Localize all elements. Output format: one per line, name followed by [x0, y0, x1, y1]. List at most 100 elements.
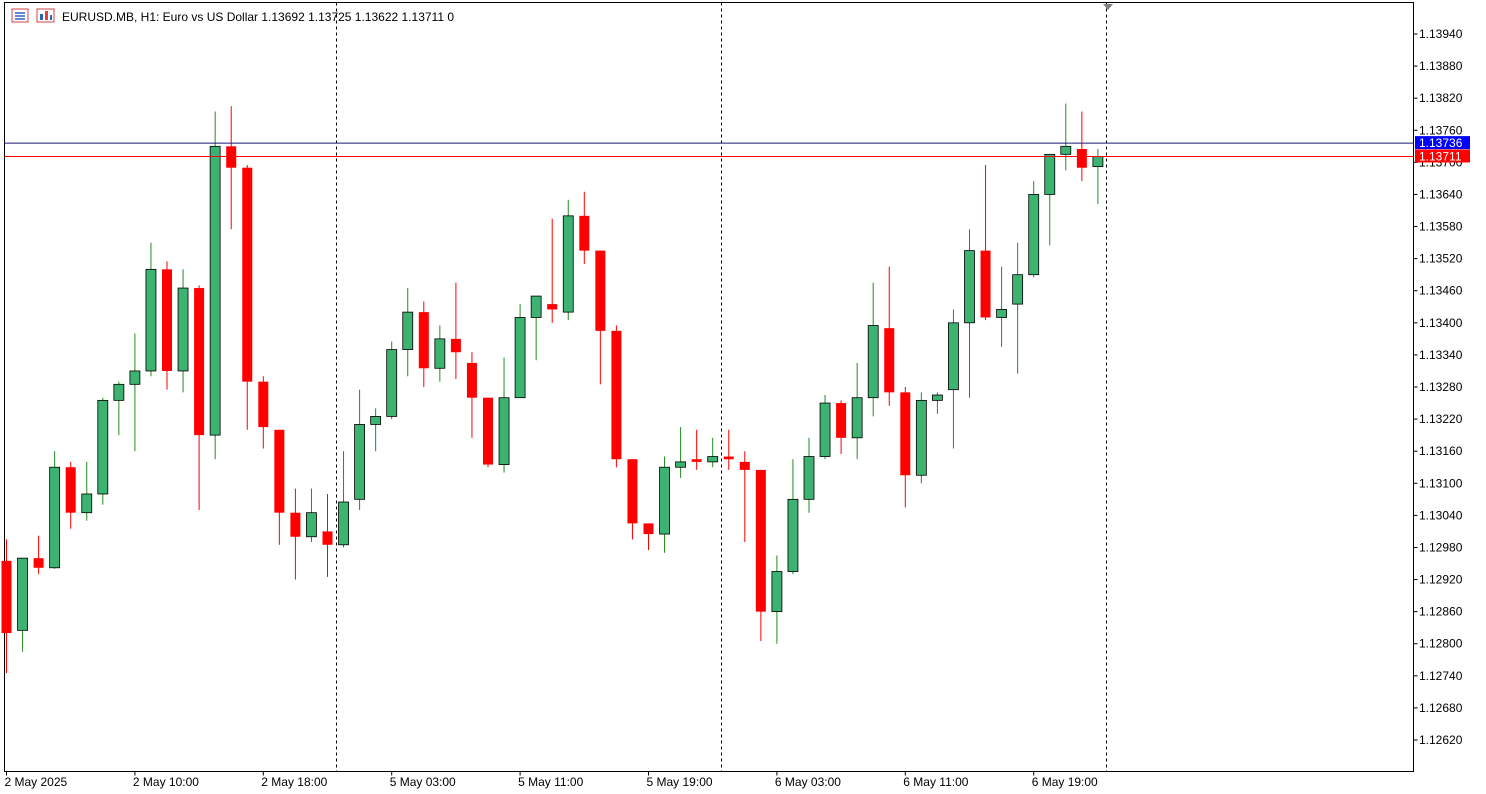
candle-body: [707, 456, 719, 463]
candle: [884, 266, 895, 406]
candle: [691, 429, 702, 470]
candle: [611, 325, 622, 468]
candle-body: [81, 493, 93, 514]
candle: [787, 459, 799, 575]
y-tick-label: 1.12680: [1419, 701, 1463, 715]
y-tick-label: 1.13280: [1419, 380, 1463, 394]
candle-body: [354, 424, 366, 500]
candle: [643, 523, 654, 551]
candle-body: [226, 146, 237, 168]
candle: [129, 333, 141, 452]
candle: [771, 555, 783, 644]
list-icon[interactable]: [11, 8, 29, 23]
candle: [932, 392, 943, 414]
candle: [1028, 181, 1040, 278]
candle: [996, 266, 1007, 347]
candle-body: [562, 215, 574, 313]
y-tick-label: 1.13520: [1419, 252, 1463, 266]
candle: [450, 282, 461, 379]
y-tick-label: 1.13040: [1419, 508, 1463, 522]
candle-body: [434, 338, 446, 369]
candle-body: [787, 498, 799, 572]
candle: [258, 376, 269, 449]
candle-body: [258, 381, 269, 428]
candle: [242, 165, 253, 430]
candle-body: [290, 512, 301, 537]
candle: [466, 352, 477, 438]
y-tick-label: 1.12860: [1419, 605, 1463, 619]
chart-window-icon[interactable]: [36, 8, 55, 23]
candle: [162, 261, 172, 390]
candle-body: [498, 397, 510, 465]
price-axis[interactable]: 1.139401.138801.138201.137601.137001.136…: [1413, 27, 1463, 747]
candle: [498, 357, 510, 473]
y-tick-label: 1.13160: [1419, 444, 1463, 458]
candle-body: [65, 467, 76, 513]
candle: [483, 397, 493, 468]
candle: [579, 191, 590, 264]
y-tick-label: 1.12980: [1419, 540, 1463, 554]
y-tick-label: 1.13220: [1419, 412, 1463, 426]
candle-body: [145, 268, 157, 372]
candle: [707, 437, 719, 468]
day-separators: [336, 2, 1107, 772]
candle-body: [370, 416, 382, 425]
candle: [402, 288, 414, 377]
time-axis[interactable]: 2 May 2025 2 May 10:00 2 May 18:00 5 May 03…: [5, 771, 1099, 790]
candle-body: [980, 250, 991, 318]
candle: [194, 285, 205, 511]
candle: [290, 488, 301, 580]
y-tick-label: 1.13880: [1419, 59, 1463, 73]
candle-body: [739, 461, 750, 470]
candle: [33, 535, 44, 575]
candle-body: [97, 399, 109, 495]
candle: [1, 539, 12, 674]
candle-body: [194, 288, 205, 436]
candle-body: [691, 459, 702, 462]
candle: [964, 229, 975, 398]
y-tick-label: 1.13580: [1419, 220, 1463, 234]
candle-body: [595, 250, 606, 331]
candle: [49, 451, 61, 569]
candle: [819, 395, 831, 460]
candle-body: [836, 403, 847, 438]
y-tick-label: 1.12800: [1419, 637, 1463, 651]
candle-body: [338, 501, 349, 546]
plot-area[interactable]: [4, 2, 1414, 772]
candle: [739, 451, 750, 543]
candle-body: [306, 512, 317, 538]
candle-body: [819, 402, 831, 457]
x-tick-label: 6 May 03:00: [775, 775, 841, 789]
candle-body: [113, 383, 125, 401]
candle: [547, 218, 558, 323]
y-tick-label: 1.13340: [1419, 348, 1463, 362]
candle: [836, 400, 847, 454]
candle-body: [964, 250, 975, 324]
candle-body: [514, 317, 526, 399]
candle: [370, 408, 382, 452]
candle-body: [948, 322, 959, 391]
x-tick-label: 5 May 11:00: [518, 775, 583, 789]
y-tick-label: 1.12920: [1419, 573, 1463, 587]
candle-body: [418, 312, 429, 369]
chart-shift-marker[interactable]: [1103, 4, 1113, 10]
candle: [1076, 111, 1087, 182]
candle: [562, 199, 574, 321]
candle-body: [450, 338, 461, 353]
candle-body: [755, 469, 766, 612]
candle-body: [162, 269, 172, 371]
ask-price-tag-bg: [1415, 136, 1470, 150]
candle-body: [209, 145, 221, 436]
candle: [354, 389, 366, 511]
candle: [915, 392, 927, 484]
bid-price-tag-bg: [1415, 149, 1470, 163]
candle: [97, 397, 109, 505]
y-tick-label: 1.13460: [1419, 284, 1463, 298]
symbol-header: EURUSD.MB, H1: Euro vs US Dollar 1.13692…: [62, 10, 454, 24]
candle: [113, 381, 125, 436]
candle-body: [659, 466, 670, 535]
candle-body: [1, 560, 12, 634]
candles-group: [1, 103, 1104, 674]
